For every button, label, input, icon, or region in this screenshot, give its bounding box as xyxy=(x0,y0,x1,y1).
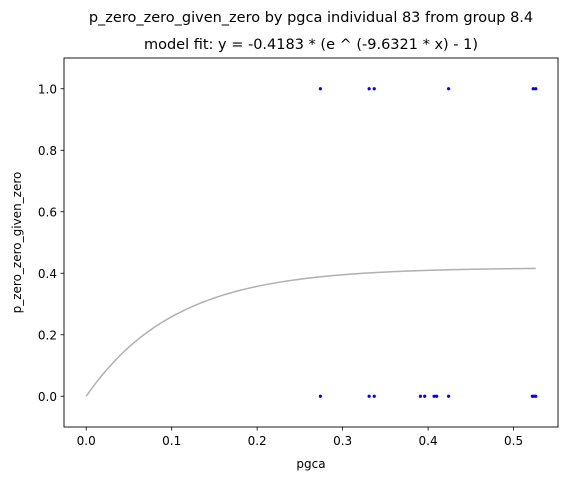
x-tick-label: 0.1 xyxy=(162,434,181,448)
chart-subtitle: model fit: y = -0.4183 * (e ^ (-9.6321 *… xyxy=(144,37,478,53)
y-tick-label: 1.0 xyxy=(38,82,57,96)
data-point xyxy=(318,394,322,398)
data-point xyxy=(447,87,451,91)
y-tick-label: 0.0 xyxy=(38,390,57,404)
y-tick-label: 0.4 xyxy=(38,267,57,281)
chart-title: p_zero_zero_given_zero by pgca individua… xyxy=(89,10,533,26)
data-point xyxy=(447,394,451,398)
data-point xyxy=(432,394,436,398)
data-point xyxy=(418,394,422,398)
plot-frame xyxy=(63,57,559,428)
data-point xyxy=(531,87,535,91)
data-point xyxy=(534,394,538,398)
x-axis-ticks: 0.0 0.1 0.2 0.3 0.4 0.5 xyxy=(77,427,523,448)
data-point xyxy=(534,87,538,91)
data-point xyxy=(423,394,427,398)
x-tick-label: 0.4 xyxy=(419,434,438,448)
x-tick-label: 0.2 xyxy=(248,434,267,448)
y-tick-label: 0.2 xyxy=(38,328,57,342)
x-tick-label: 0.3 xyxy=(333,434,352,448)
x-tick-label: 0.0 xyxy=(77,434,96,448)
y-tick-label: 0.6 xyxy=(38,205,57,219)
fit-curve xyxy=(85,267,536,397)
x-tick-label: 0.5 xyxy=(504,434,523,448)
y-axis-ticks: 0.0 0.2 0.4 0.6 0.8 1.0 xyxy=(38,82,64,404)
data-point xyxy=(372,87,376,91)
x-axis-label: pgca xyxy=(296,457,325,471)
y-tick-label: 0.8 xyxy=(38,144,57,158)
y-axis-label: p_zero_zero_given_zero xyxy=(10,172,24,314)
data-point xyxy=(372,394,376,398)
data-point xyxy=(367,394,371,398)
fit-curve-layer xyxy=(85,267,536,397)
data-point xyxy=(318,87,322,91)
scatter-points-layer xyxy=(318,87,538,398)
data-point xyxy=(367,87,371,91)
data-point xyxy=(435,394,439,398)
